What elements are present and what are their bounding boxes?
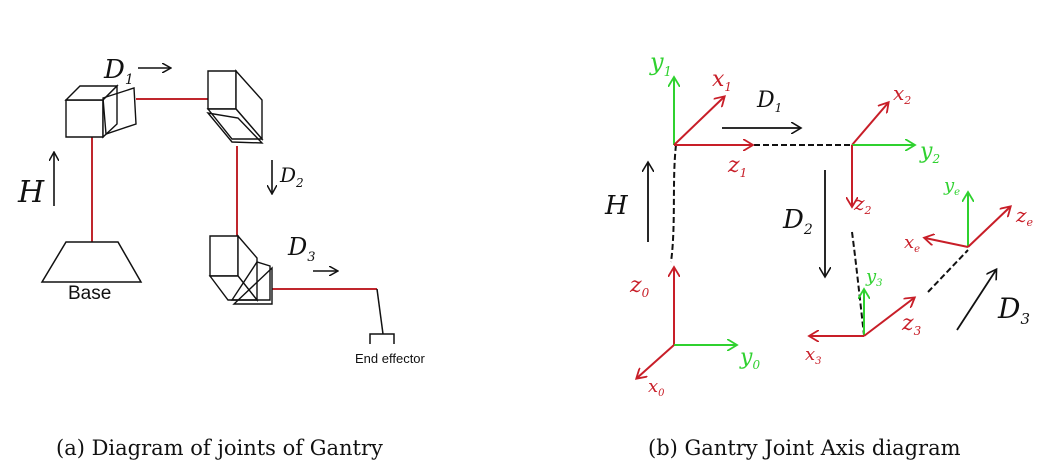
label-d1: D1 [756, 88, 782, 115]
frame-2-axes [852, 103, 914, 206]
kinematic-chain-dashed [670, 144, 969, 336]
gantry-joints-svg: H D1 D2 D3 Base End effector [17, 55, 426, 366]
frame-0-axes [637, 268, 736, 378]
label-x0: x0 [648, 376, 665, 399]
axis-labels: y1 x1 z1 D1 x2 y2 z2 D2 H ye xe ze y3 z0… [604, 48, 1034, 399]
z3-axis [863, 298, 914, 337]
caption-a: (a) Diagram of joints of Gantry [56, 436, 383, 460]
label-d1: D1 [103, 55, 134, 88]
label-d3: D3 [287, 233, 316, 265]
joint-h-box [64, 84, 137, 139]
label-y1: y1 [649, 48, 672, 80]
end-effector-gripper [369, 288, 395, 344]
label-z3: z3 [901, 311, 922, 338]
x2-axis [851, 103, 888, 146]
label-y0: y0 [739, 345, 760, 372]
frame-1-axes [674, 78, 752, 145]
label-d3: D3 [997, 292, 1030, 328]
ze-axis [967, 207, 1010, 248]
joint-d2-box [208, 234, 273, 305]
label-base: Base [68, 283, 111, 304]
x0-axis [637, 344, 675, 378]
xe-axis [925, 238, 969, 248]
label-z2: z2 [853, 191, 872, 217]
label-xe: xe [904, 232, 920, 255]
label-x2: x2 [893, 81, 911, 107]
label-z0: z0 [629, 273, 650, 300]
label-y2: y2 [919, 139, 940, 166]
panel-b-joint-axis-diagram: y1 x1 z1 D1 x2 y2 z2 D2 H ye xe ze y3 z0… [530, 0, 1060, 475]
label-end-effector: End effector [355, 351, 426, 366]
label-z1: z1 [727, 153, 747, 180]
label-ze: ze [1015, 203, 1034, 229]
frame-e-axes [925, 193, 1010, 248]
frame-3-axes [810, 290, 914, 336]
label-d2: D2 [782, 205, 813, 238]
label-h: H [604, 191, 629, 221]
joint-d1-box [206, 69, 264, 144]
link-lines [91, 98, 377, 290]
panel-a-joints-diagram: H D1 D2 D3 Base End effector (a) Diagram… [17, 55, 426, 460]
label-h: H [17, 175, 45, 210]
d3-motion-arrow [956, 270, 996, 331]
label-x1: x1 [712, 67, 732, 94]
label-x3: x3 [805, 344, 822, 367]
x1-axis [673, 97, 724, 146]
label-ye: ye [943, 175, 960, 198]
joint-axis-svg: y1 x1 z1 D1 x2 y2 z2 D2 H ye xe ze y3 z0… [604, 48, 1034, 399]
label-y3: y3 [865, 266, 883, 289]
base-shape [40, 241, 143, 283]
caption-b: (b) Gantry Joint Axis diagram [648, 436, 961, 460]
label-d2: D2 [279, 163, 304, 190]
